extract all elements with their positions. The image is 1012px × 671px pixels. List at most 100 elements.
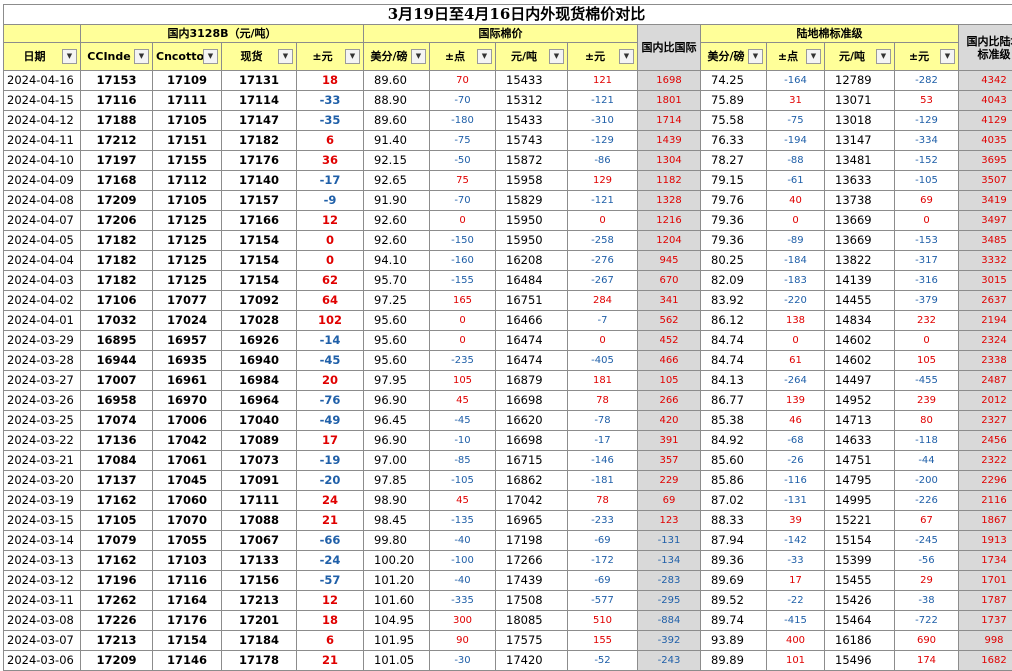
cell-intl-usd[interactable]: 92.60 bbox=[364, 231, 430, 251]
cell-land-points[interactable]: 61 bbox=[767, 351, 825, 371]
cell-land-usd[interactable]: 76.33 bbox=[701, 131, 767, 151]
cell-date[interactable]: 2024-03-13 bbox=[4, 551, 81, 571]
cell-land-yuan[interactable]: 14995 bbox=[825, 491, 895, 511]
cell-cncotton[interactable]: 17061 bbox=[153, 451, 222, 471]
cell-intl-yuan[interactable]: 17198 bbox=[496, 531, 568, 551]
filter-dropdown-icon[interactable]: ▼ bbox=[876, 49, 891, 64]
cell-land-points[interactable]: -33 bbox=[767, 551, 825, 571]
filter-dropdown-icon[interactable]: ▼ bbox=[806, 49, 821, 64]
cell-land-diff[interactable]: 4043 bbox=[959, 91, 1012, 111]
cell-land-yuan[interactable]: 13669 bbox=[825, 211, 895, 231]
cell-date[interactable]: 2024-04-16 bbox=[4, 71, 81, 91]
cell-land-points[interactable]: 46 bbox=[767, 411, 825, 431]
cell-spot-change[interactable]: 102 bbox=[297, 311, 364, 331]
cell-cc-index[interactable]: 17182 bbox=[81, 231, 153, 251]
cell-cc-index[interactable]: 17226 bbox=[81, 611, 153, 631]
cell-date[interactable]: 2024-03-21 bbox=[4, 451, 81, 471]
column-header-spot[interactable]: 现货▼ bbox=[222, 43, 297, 71]
cell-intl-yuan[interactable]: 15950 bbox=[496, 211, 568, 231]
cell-cncotton[interactable]: 17006 bbox=[153, 411, 222, 431]
cell-intl-diff[interactable]: -131 bbox=[638, 531, 701, 551]
cell-land-change[interactable]: -152 bbox=[895, 151, 959, 171]
cell-intl-diff[interactable]: 1328 bbox=[638, 191, 701, 211]
cell-land-yuan[interactable]: 13018 bbox=[825, 111, 895, 131]
cell-land-yuan[interactable]: 15496 bbox=[825, 651, 895, 671]
cell-spot-change[interactable]: 64 bbox=[297, 291, 364, 311]
cell-date[interactable]: 2024-03-22 bbox=[4, 431, 81, 451]
cell-intl-diff[interactable]: -884 bbox=[638, 611, 701, 631]
cell-intl-change[interactable]: -7 bbox=[568, 311, 638, 331]
cell-land-yuan[interactable]: 14602 bbox=[825, 351, 895, 371]
cell-land-diff[interactable]: 1787 bbox=[959, 591, 1012, 611]
cell-land-usd[interactable]: 82.09 bbox=[701, 271, 767, 291]
cell-spot-change[interactable]: 17 bbox=[297, 431, 364, 451]
cell-intl-usd[interactable]: 101.60 bbox=[364, 591, 430, 611]
cell-spot-change[interactable]: -14 bbox=[297, 331, 364, 351]
cell-cc-index[interactable]: 17206 bbox=[81, 211, 153, 231]
cell-intl-points[interactable]: 0 bbox=[430, 311, 496, 331]
header-intl-diff[interactable]: 国内比国际 bbox=[638, 25, 701, 71]
cell-spot[interactable]: 17131 bbox=[222, 71, 297, 91]
cell-intl-usd[interactable]: 97.00 bbox=[364, 451, 430, 471]
cell-intl-change[interactable]: -276 bbox=[568, 251, 638, 271]
cell-land-change[interactable]: -317 bbox=[895, 251, 959, 271]
cell-intl-diff[interactable]: 466 bbox=[638, 351, 701, 371]
cell-land-usd[interactable]: 86.77 bbox=[701, 391, 767, 411]
cell-spot[interactable]: 17213 bbox=[222, 591, 297, 611]
cell-intl-points[interactable]: -135 bbox=[430, 511, 496, 531]
cell-land-usd[interactable]: 79.36 bbox=[701, 211, 767, 231]
cell-intl-change[interactable]: -69 bbox=[568, 531, 638, 551]
column-header-pts2[interactable]: ±点▼ bbox=[767, 43, 825, 71]
filter-dropdown-icon[interactable]: ▼ bbox=[62, 49, 77, 64]
cell-spot[interactable]: 17184 bbox=[222, 631, 297, 651]
cell-spot[interactable]: 17157 bbox=[222, 191, 297, 211]
cell-intl-usd[interactable]: 101.20 bbox=[364, 571, 430, 591]
cell-intl-change[interactable]: -233 bbox=[568, 511, 638, 531]
cell-spot-change[interactable]: 12 bbox=[297, 211, 364, 231]
cell-spot-change[interactable]: -35 bbox=[297, 111, 364, 131]
cell-intl-change[interactable]: -129 bbox=[568, 131, 638, 151]
cell-land-diff[interactable]: 1867 bbox=[959, 511, 1012, 531]
cell-spot[interactable]: 17178 bbox=[222, 651, 297, 671]
cell-intl-usd[interactable]: 95.70 bbox=[364, 271, 430, 291]
cell-cncotton[interactable]: 17103 bbox=[153, 551, 222, 571]
cell-land-points[interactable]: -131 bbox=[767, 491, 825, 511]
cell-intl-diff[interactable]: 266 bbox=[638, 391, 701, 411]
cell-land-change[interactable]: 67 bbox=[895, 511, 959, 531]
cell-intl-points[interactable]: -150 bbox=[430, 231, 496, 251]
cell-intl-points[interactable]: 75 bbox=[430, 171, 496, 191]
cell-intl-points[interactable]: 0 bbox=[430, 331, 496, 351]
cell-intl-usd[interactable]: 104.95 bbox=[364, 611, 430, 631]
cell-intl-usd[interactable]: 96.90 bbox=[364, 431, 430, 451]
cell-land-usd[interactable]: 85.60 bbox=[701, 451, 767, 471]
column-header-usd2[interactable]: 美分/磅▼ bbox=[701, 43, 767, 71]
cell-intl-diff[interactable]: -283 bbox=[638, 571, 701, 591]
cell-spot-change[interactable]: -76 bbox=[297, 391, 364, 411]
cell-intl-usd[interactable]: 92.60 bbox=[364, 211, 430, 231]
cell-cncotton[interactable]: 17154 bbox=[153, 631, 222, 651]
cell-land-diff[interactable]: 2487 bbox=[959, 371, 1012, 391]
cell-date[interactable]: 2024-04-15 bbox=[4, 91, 81, 111]
cell-cc-index[interactable]: 16958 bbox=[81, 391, 153, 411]
cell-land-points[interactable]: -164 bbox=[767, 71, 825, 91]
cell-cncotton[interactable]: 17112 bbox=[153, 171, 222, 191]
cell-intl-change[interactable]: -258 bbox=[568, 231, 638, 251]
cell-cc-index[interactable]: 17032 bbox=[81, 311, 153, 331]
cell-spot[interactable]: 17154 bbox=[222, 271, 297, 291]
cell-intl-usd[interactable]: 95.60 bbox=[364, 311, 430, 331]
cell-land-yuan[interactable]: 14633 bbox=[825, 431, 895, 451]
cell-intl-usd[interactable]: 94.10 bbox=[364, 251, 430, 271]
cell-land-diff[interactable]: 4342 bbox=[959, 71, 1012, 91]
cell-land-usd[interactable]: 75.58 bbox=[701, 111, 767, 131]
cell-land-change[interactable]: -200 bbox=[895, 471, 959, 491]
cell-cc-index[interactable]: 17168 bbox=[81, 171, 153, 191]
cell-land-change[interactable]: 0 bbox=[895, 211, 959, 231]
column-header-yuan2[interactable]: 元/吨▼ bbox=[825, 43, 895, 71]
cell-intl-points[interactable]: -70 bbox=[430, 91, 496, 111]
cell-intl-yuan[interactable]: 16474 bbox=[496, 351, 568, 371]
cell-intl-yuan[interactable]: 16698 bbox=[496, 391, 568, 411]
cell-land-yuan[interactable]: 13633 bbox=[825, 171, 895, 191]
cell-land-change[interactable]: -379 bbox=[895, 291, 959, 311]
cell-intl-diff[interactable]: 1801 bbox=[638, 91, 701, 111]
cell-spot[interactable]: 16964 bbox=[222, 391, 297, 411]
